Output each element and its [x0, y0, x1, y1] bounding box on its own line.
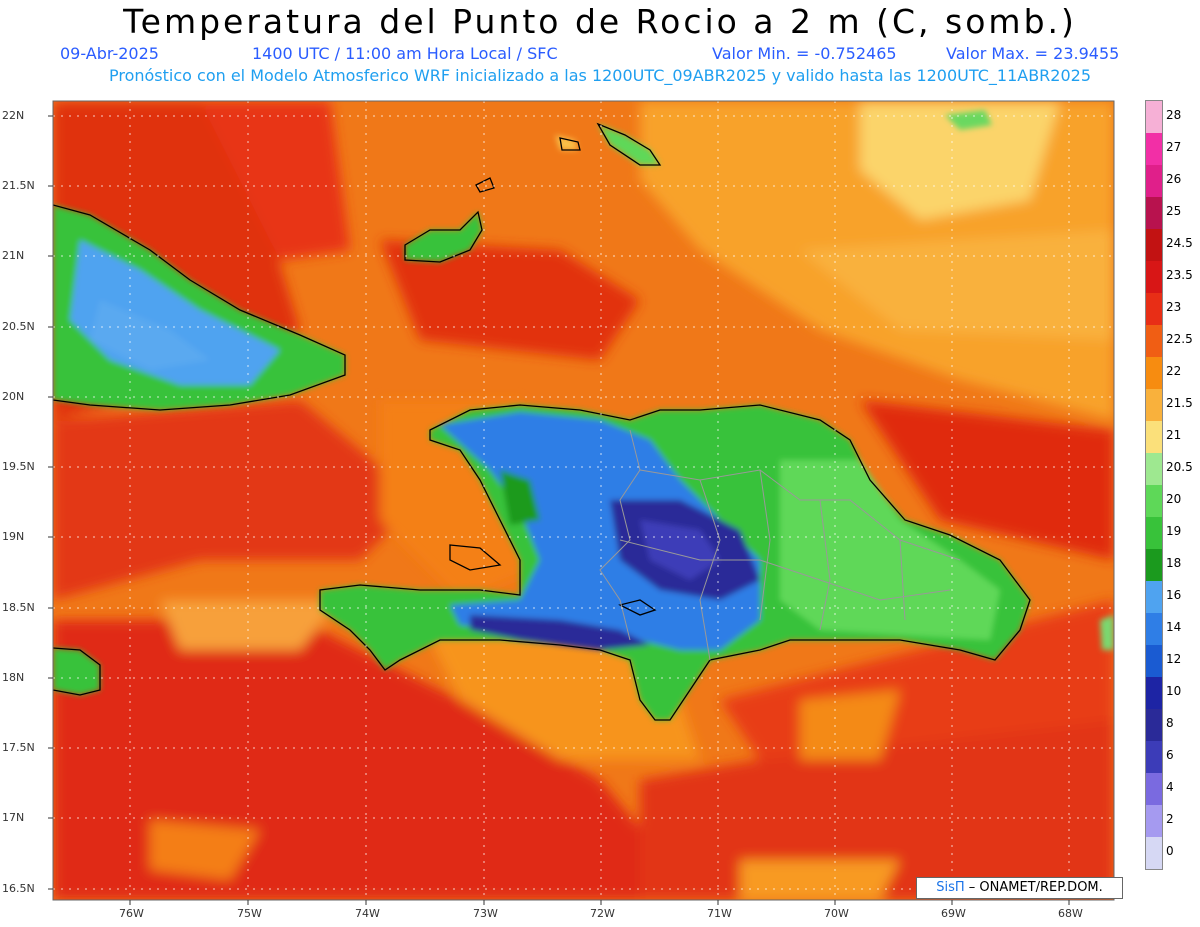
colorbar-label: 12	[1166, 652, 1182, 666]
colorbar-label: 24.5	[1166, 236, 1193, 250]
colorbar-label: 28	[1166, 108, 1182, 122]
lon-label: 70W	[824, 907, 849, 920]
model-info: Pronóstico con el Modelo Atmosferico WRF…	[108, 66, 1091, 85]
colorbar-cell	[1146, 389, 1162, 421]
map-title: Temperatura del Punto de Rocio a 2 m (C,…	[123, 2, 1077, 41]
colorbar-cell	[1146, 645, 1162, 677]
lat-label: 20N	[2, 390, 25, 403]
value-min: Valor Min. = -0.752465	[712, 44, 897, 63]
colorbar-cell	[1146, 197, 1162, 229]
lat-label: 16.5N	[2, 882, 35, 895]
colorbar-label: 14	[1166, 620, 1182, 634]
colorbar-label: 21.5	[1166, 396, 1193, 410]
colorbar-cell	[1146, 613, 1162, 645]
colorbar-cell	[1146, 837, 1162, 869]
lat-label: 21N	[2, 249, 25, 262]
colorbar-cell	[1146, 741, 1162, 773]
sis-logo-text: SisΠ	[936, 880, 965, 895]
lat-label: 17.5N	[2, 741, 35, 754]
colorbar-label: 4	[1166, 780, 1174, 794]
colorbar-cell	[1146, 357, 1162, 389]
lon-label: 72W	[590, 907, 615, 920]
coastlines	[53, 122, 1031, 721]
colorbar-label: 26	[1166, 172, 1182, 186]
lon-label: 68W	[1058, 907, 1083, 920]
colorbar-cell	[1146, 101, 1162, 133]
lon-label: 69W	[941, 907, 966, 920]
colorbar-label: 2	[1166, 812, 1174, 826]
lon-label: 73W	[473, 907, 498, 920]
credit-box: SisΠ – ONAMET/REP.DOM.	[916, 877, 1123, 899]
lat-label: 18.5N	[2, 601, 35, 614]
colorbar-label: 22	[1166, 364, 1182, 378]
colorbar-cell	[1146, 485, 1162, 517]
colorbar-cell	[1146, 229, 1162, 261]
colorbar-label: 0	[1166, 844, 1174, 858]
lat-label: 19N	[2, 530, 25, 543]
lat-label: 20.5N	[2, 320, 35, 333]
colorbar-cell	[1146, 421, 1162, 453]
forecast-date: 09-Abr-2025	[60, 44, 159, 63]
lat-label: 22N	[2, 109, 25, 122]
land-dewpoint-field	[53, 110, 1114, 720]
colorbar-label: 23	[1166, 300, 1182, 314]
colorbar-cell	[1146, 581, 1162, 613]
colorbar	[1145, 100, 1163, 870]
colorbar-cell	[1146, 549, 1162, 581]
colorbar-cell	[1146, 709, 1162, 741]
lon-label: 76W	[119, 907, 144, 920]
lat-lon-grid	[53, 101, 1114, 900]
colorbar-label: 6	[1166, 748, 1174, 762]
colorbar-cell	[1146, 165, 1162, 197]
colorbar-label: 10	[1166, 684, 1182, 698]
colorbar-label: 19	[1166, 524, 1182, 538]
colorbar-label: 18	[1166, 556, 1182, 570]
colorbar-label: 8	[1166, 716, 1174, 730]
colorbar-label: 25	[1166, 204, 1182, 218]
colorbar-label: 16	[1166, 588, 1182, 602]
lat-label: 19.5N	[2, 460, 35, 473]
lon-label: 71W	[707, 907, 732, 920]
colorbar-cell	[1146, 453, 1162, 485]
forecast-time: 1400 UTC / 11:00 am Hora Local / SFC	[252, 44, 558, 63]
colorbar-label: 23.5	[1166, 268, 1193, 282]
colorbar-cell	[1146, 133, 1162, 165]
value-max: Valor Max. = 23.9455	[946, 44, 1120, 63]
province-boundaries	[599, 429, 961, 661]
colorbar-cell	[1146, 261, 1162, 293]
credit-text: – ONAMET/REP.DOM.	[964, 880, 1103, 895]
lat-label: 21.5N	[2, 179, 35, 192]
colorbar-cell	[1146, 805, 1162, 837]
colorbar-label: 20	[1166, 492, 1182, 506]
axis-ticks	[48, 115, 1070, 905]
lat-label: 17N	[2, 811, 25, 824]
lat-label: 18N	[2, 671, 25, 684]
lon-label: 75W	[237, 907, 262, 920]
colorbar-label: 27	[1166, 140, 1182, 154]
colorbar-label: 20.5	[1166, 460, 1193, 474]
colorbar-cell	[1146, 773, 1162, 805]
colorbar-label: 22.5	[1166, 332, 1193, 346]
colorbar-cell	[1146, 677, 1162, 709]
colorbar-cell	[1146, 517, 1162, 549]
lon-label: 74W	[355, 907, 380, 920]
colorbar-label: 21	[1166, 428, 1182, 442]
colorbar-cell	[1146, 325, 1162, 357]
map-frame	[52, 100, 1115, 901]
colorbar-cell	[1146, 293, 1162, 325]
